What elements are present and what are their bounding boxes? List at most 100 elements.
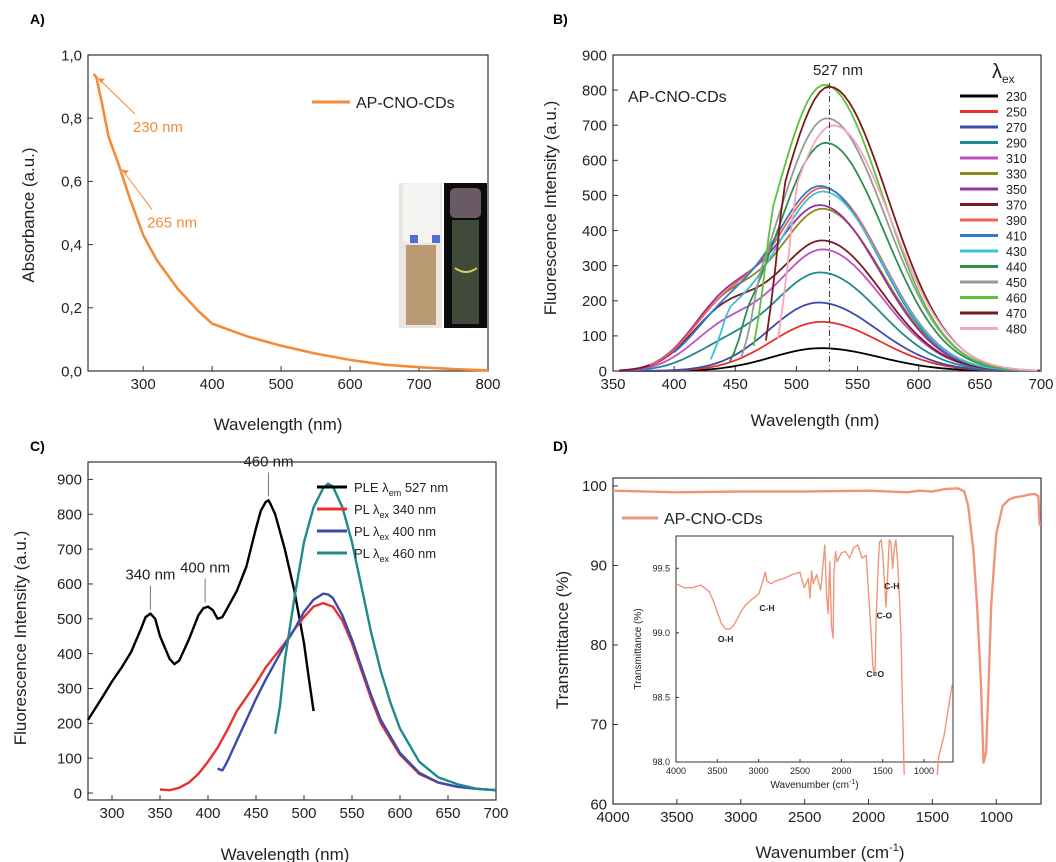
y-tick-label: 700 [582, 117, 607, 134]
emission-curve-440 [728, 141, 1038, 372]
spectrum-curve [86, 499, 315, 721]
legend-label: 350 [1006, 183, 1027, 197]
y-tick-label: 500 [582, 188, 607, 205]
inset-x-axis-label-main: Wavenumber (cm [770, 780, 849, 791]
legend-label-sub: em [389, 488, 402, 498]
y-tick-label: 0 [599, 363, 607, 380]
band-label: C-H [759, 603, 774, 613]
y-tick-label: 600 [582, 153, 607, 170]
y-tick-label: 100 [582, 328, 607, 345]
y-tick-label: 90 [590, 558, 607, 575]
emission-curve-270 [619, 301, 1040, 372]
peak-annotation: 527 nm [813, 62, 863, 79]
legend-label-sub: ex [380, 532, 390, 542]
annotation-arrow [121, 169, 153, 210]
x-tick-label: 2000 [831, 766, 851, 776]
x-tick-label: 800 [475, 376, 500, 393]
inset-y-axis-label: Transmittance (%) [633, 608, 644, 689]
emission-curve-290 [619, 271, 1040, 372]
spectrum-curve [159, 601, 497, 792]
emission-curve-480 [777, 124, 1038, 372]
legend-label: 460 [1006, 292, 1027, 306]
peak-annotation: 400 nm [180, 560, 230, 577]
inset-frame [675, 535, 954, 763]
tick-layer: 300 350 400 450 500 550 600 650 700 0 100 200 300 400… [57, 461, 509, 822]
spectrum-curve [217, 592, 497, 792]
y-tick-label: 400 [582, 223, 607, 240]
x-tick-label: 1000 [914, 766, 934, 776]
x-tick-label: 500 [291, 805, 316, 822]
x-tick-label: 1500 [873, 766, 893, 776]
legend-title: λex [992, 61, 1015, 86]
x-tick-label: 450 [723, 376, 748, 393]
x-axis-label: Wavelength (nm) [214, 415, 343, 434]
legend-label: AP-CNO-CDs [356, 95, 455, 112]
y-tick-label: 1,0 [61, 47, 82, 64]
x-tick-label: 3500 [660, 809, 693, 826]
legend-label: PL λex 400 nm [354, 524, 436, 542]
sample-label: AP-CNO-CDs [628, 89, 727, 106]
annotation-265: 265 nm [147, 215, 197, 232]
x-tick-label: 550 [339, 805, 364, 822]
y-axis-label: Transmittance (%) [553, 571, 572, 709]
x-tick-label: 600 [906, 376, 931, 393]
legend-label: 470 [1006, 307, 1027, 321]
y-tick-label: 98.0 [652, 757, 670, 767]
x-tick-label: 600 [338, 376, 363, 393]
y-tick-label: 0,4 [61, 237, 82, 254]
x-tick-label: 600 [387, 805, 412, 822]
axis-frame [612, 54, 1042, 372]
x-tick-label: 1500 [916, 809, 949, 826]
x-tick-label: 400 [662, 376, 687, 393]
x-tick-label: 4000 [596, 809, 629, 826]
legend-label: PL λex 460 nm [354, 546, 436, 564]
legend-label: 410 [1006, 230, 1027, 244]
annotation-arrow [97, 77, 136, 115]
legend-label: 370 [1006, 199, 1027, 213]
panel-label: B) [553, 11, 568, 27]
legend-label: 390 [1006, 214, 1027, 228]
x-tick-label: 500 [269, 376, 294, 393]
x-axis-label: Wavenumber (cm-1) [756, 842, 905, 862]
x-tick-label: 3000 [749, 766, 769, 776]
legend-label-tail: 460 nm [389, 546, 436, 561]
band-label: O-H [718, 634, 734, 644]
legend-label: 310 [1006, 152, 1027, 166]
plot-layer: 230 nm 265 nm [92, 73, 489, 372]
panel-a: A) 300 400 500 600 700 8000,00,20,40,60,81,0 … [19, 11, 501, 434]
band-label: C-H [884, 581, 899, 591]
tick-layer: 300 400 500 600 700 800 0,0 0,2 0,4 0,6 0,8 1,0 [61, 47, 500, 393]
plot-layer: 340 nm 400 nm 460 nm [86, 453, 497, 792]
x-tick-label: 650 [967, 376, 992, 393]
y-axis-label: Fluorescence Intensity (a.u.) [11, 531, 30, 745]
y-tick-label: 70 [590, 717, 607, 734]
y-tick-label: 800 [57, 507, 82, 524]
legend-label-sub: ex [380, 554, 390, 564]
y-tick-label: 700 [57, 541, 82, 558]
inset-ftir-curve [675, 539, 905, 775]
x-tick-label: 550 [845, 376, 870, 393]
tick-layer: 4000 3500 3000 2500 2000 1500 1000 60 70 80 90 100 [582, 477, 1042, 826]
y-tick-label: 0 [74, 785, 82, 802]
legend-label-main: PL λ [354, 524, 380, 539]
y-tick-label: 900 [582, 47, 607, 64]
x-tick-label: 4000 [666, 766, 686, 776]
y-tick-label: 500 [57, 611, 82, 628]
peak-annotation: 340 nm [125, 567, 175, 584]
y-tick-label: 99.0 [652, 628, 670, 638]
axis-frame [612, 477, 1042, 805]
axis-frame [675, 535, 954, 763]
y-tick-label: 60 [590, 796, 607, 813]
y-tick-label: 0,6 [61, 174, 82, 191]
band-label: C-O [877, 611, 893, 621]
legend-label: 450 [1006, 276, 1027, 290]
y-tick-label: 400 [57, 646, 82, 663]
y-tick-label: 300 [582, 258, 607, 275]
x-tick-label: 2500 [790, 766, 810, 776]
y-tick-label: 200 [582, 293, 607, 310]
x-tick-label: 1000 [980, 809, 1013, 826]
x-tick-label: 450 [243, 805, 268, 822]
